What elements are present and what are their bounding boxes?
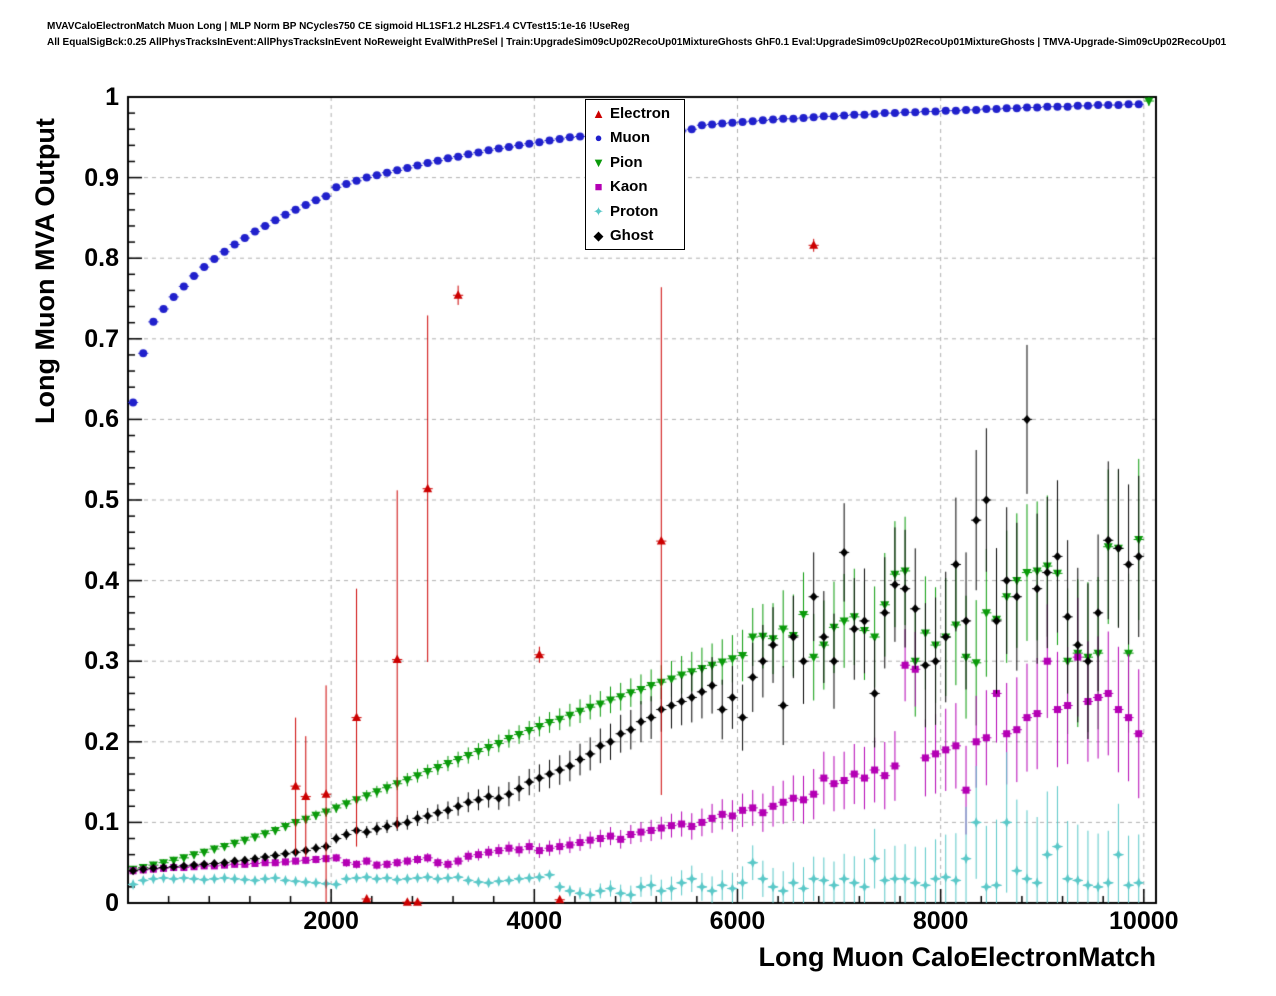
x-tick-label-6000: 6000 [709, 907, 766, 935]
y-tick-label-0.1: 0.1 [84, 808, 119, 837]
x-tick-label-4000: 4000 [506, 907, 563, 935]
y-tick-label-0.7: 0.7 [84, 324, 119, 353]
legend-item-electron: ▲ Electron [590, 101, 680, 126]
x-tick-label-2000: 2000 [303, 907, 359, 935]
legend-item-kaon: ■ Kaon [590, 175, 680, 200]
x-tick-label-8000: 8000 [912, 907, 969, 935]
legend-item-ghost: ◆ Ghost [590, 224, 680, 249]
x-axis-title: Long Muon CaloElectronMatch [758, 942, 1157, 972]
triangle-down-marker-icon: ▼ [592, 154, 605, 170]
diamond-marker-icon: ◆ [593, 228, 604, 244]
legend-label: Kaon [610, 178, 648, 196]
y-tick-label-0.2: 0.2 [84, 727, 119, 756]
legend-label: Muon [610, 129, 650, 147]
y-tick-label-1: 1 [105, 83, 119, 111]
legend-item-muon: ● Muon [590, 126, 680, 151]
legend-label: Electron [610, 104, 671, 122]
y-tick-label-0.4: 0.4 [84, 566, 119, 595]
square-marker-icon: ■ [594, 179, 603, 195]
legend-item-proton: ✦ Proton [590, 199, 680, 224]
y-tick-label-0.6: 0.6 [84, 405, 119, 434]
legend-label: Ghost [610, 227, 654, 245]
y-tick-label-0: 0 [105, 889, 119, 917]
plot-header-line1: MVAVCaloElectronMatch Muon Long | MLP No… [47, 21, 630, 32]
legend-label: Proton [610, 202, 659, 220]
triangle-up-marker-icon: ▲ [592, 105, 605, 121]
y-tick-label-0.8: 0.8 [84, 244, 119, 273]
legend-label: Pion [610, 153, 643, 171]
plot-header-line2: All EqualSigBck:0.25 AllPhysTracksInEven… [47, 37, 1227, 48]
legend: ▲ Electron ● Muon ▼ Pion ■ Kaon ✦ Proton ◆ Ghost [585, 99, 685, 250]
circle-marker-icon: ● [594, 130, 603, 146]
x-tick-label-10000: 10000 [1109, 907, 1179, 935]
y-tick-label-0.5: 0.5 [84, 486, 119, 514]
y-tick-label-0.9: 0.9 [84, 163, 119, 192]
legend-item-pion: ▼ Pion [590, 150, 680, 175]
star4-marker-icon: ✦ [593, 203, 604, 219]
y-tick-label-0.3: 0.3 [84, 647, 119, 676]
